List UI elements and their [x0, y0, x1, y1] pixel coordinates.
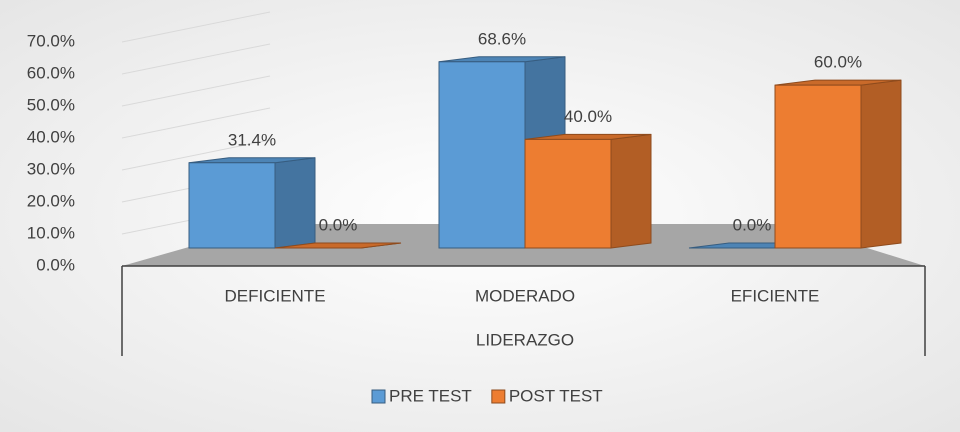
bar	[274, 242, 402, 249]
legend-swatch	[371, 389, 386, 404]
data-label: 60.0%	[814, 53, 862, 72]
legend-label: POST TEST	[509, 386, 603, 405]
bar	[774, 79, 902, 249]
grid-line	[121, 43, 271, 75]
y-tick-label: 50.0%	[27, 95, 75, 114]
bar	[188, 157, 316, 249]
data-label: 40.0%	[564, 107, 612, 126]
grid-line	[121, 11, 271, 43]
y-tick-label: 70.0%	[27, 31, 75, 50]
y-tick-label: 0.0%	[36, 255, 75, 274]
x-tick-label: MODERADO	[475, 286, 575, 305]
bar-front	[438, 61, 526, 249]
y-tick-label: 40.0%	[27, 127, 75, 146]
bar-front	[774, 84, 862, 249]
data-label: 31.4%	[228, 130, 276, 149]
y-tick-label: 20.0%	[27, 191, 75, 210]
bar-top	[274, 242, 402, 249]
legend-swatch	[491, 389, 506, 404]
legend-label: PRE TEST	[389, 386, 472, 405]
bar-front	[188, 162, 276, 249]
bar	[524, 133, 652, 249]
y-tick-label: 30.0%	[27, 159, 75, 178]
grid-line	[121, 107, 271, 139]
y-tick-label: 10.0%	[27, 223, 75, 242]
grid-line	[121, 139, 271, 171]
data-label: 0.0%	[319, 215, 358, 234]
data-label: 0.0%	[733, 215, 772, 234]
bar-side	[860, 79, 902, 249]
data-label: 68.6%	[478, 29, 526, 48]
bar-side	[274, 157, 316, 249]
y-tick-label: 60.0%	[27, 63, 75, 82]
x-tick-label: EFICIENTE	[731, 286, 820, 305]
x-tick-label: DEFICIENTE	[224, 286, 325, 305]
grid-line	[121, 75, 271, 107]
bar-side	[610, 133, 652, 249]
x-axis-title: LIDERAZGO	[476, 330, 574, 349]
bar-front	[524, 138, 612, 249]
